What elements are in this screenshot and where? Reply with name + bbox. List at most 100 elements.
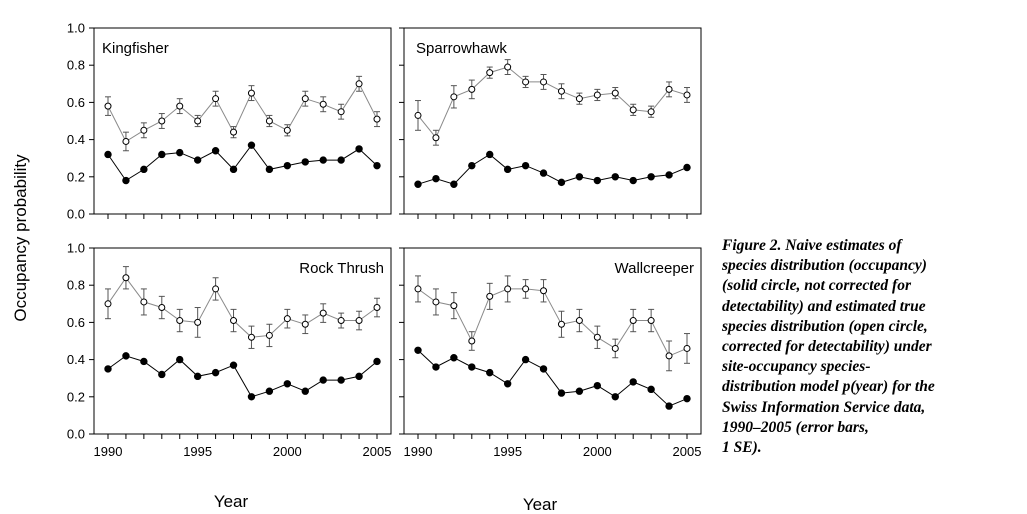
open-circle-point xyxy=(450,302,458,310)
open-circle-point xyxy=(140,298,148,306)
panel-title: Rock Thrush xyxy=(299,260,384,277)
open-circle-point xyxy=(647,317,655,325)
solid-circle-point xyxy=(283,380,292,388)
panel-title: Wallcreeper xyxy=(615,260,694,277)
open-circle-point xyxy=(104,102,112,110)
solid-circle-point xyxy=(593,176,602,185)
open-circle-point xyxy=(158,117,166,125)
chart-panel-wallcreeper: 1990 1995 2000 2005 Wallcreeper xyxy=(399,247,702,459)
series-line xyxy=(107,355,378,398)
y-axis-label: Occupancy probability xyxy=(11,154,30,322)
panel-title: Kingfisher xyxy=(102,40,169,57)
y-tick-label: 0.4 xyxy=(67,352,85,367)
series-line xyxy=(107,82,378,143)
caption-line: Figure 2. Naive estimates of xyxy=(722,237,902,254)
x-tick-label: 2000 xyxy=(583,444,612,459)
open-circle-point xyxy=(194,117,202,125)
solid-circle-point xyxy=(521,161,530,170)
solid-circle-point xyxy=(647,385,655,394)
solid-circle-point xyxy=(158,150,166,159)
solid-circle-point xyxy=(432,363,440,371)
open-circle-point xyxy=(629,106,637,114)
x-tick-label: 2005 xyxy=(363,444,392,459)
open-circle-point xyxy=(265,331,273,339)
open-circle-point xyxy=(414,111,422,119)
open-circle-point xyxy=(540,78,548,86)
series-line xyxy=(107,144,378,182)
solid-circle-point xyxy=(647,173,655,181)
solid-circle-point xyxy=(247,393,256,401)
solid-circle-point xyxy=(373,357,381,366)
figure-caption: Figure 2. Naive estimates of species dis… xyxy=(722,236,1022,458)
caption-line: detectability) and estimated true xyxy=(722,297,926,315)
solid-circle-point xyxy=(301,387,309,395)
solid-circle-point xyxy=(122,176,130,185)
open-circle-point xyxy=(212,285,220,293)
solid-circle-point xyxy=(337,376,345,384)
solid-circle-point xyxy=(319,156,327,164)
chart-panel-sparrowhawk: Sparrowhawk xyxy=(399,27,702,219)
open-circle-point xyxy=(104,300,112,308)
solid-circle-point xyxy=(193,156,202,164)
y-tick-label: 0.2 xyxy=(67,389,85,404)
solid-circle-point xyxy=(301,158,309,166)
open-circle-point xyxy=(122,274,130,282)
open-circle-point xyxy=(355,317,363,325)
solid-circle-point xyxy=(557,178,566,187)
plot-frame xyxy=(403,27,702,215)
open-circle-point xyxy=(540,287,548,295)
plot-frame xyxy=(93,247,392,435)
open-circle-point xyxy=(319,100,327,108)
solid-circle-point xyxy=(247,141,256,149)
solid-circle-point xyxy=(414,180,422,188)
open-circle-point xyxy=(504,285,512,293)
open-circle-point xyxy=(122,137,130,145)
solid-circle-point xyxy=(450,180,458,188)
caption-line: species distribution (open circle, xyxy=(722,317,928,335)
solid-circle-point xyxy=(629,176,637,185)
y-tick-label: 0.4 xyxy=(67,132,85,147)
open-circle-point xyxy=(450,93,458,101)
open-circle-point xyxy=(176,317,184,325)
solid-circle-point xyxy=(539,169,548,177)
solid-circle-point xyxy=(229,361,238,369)
solid-circle-point xyxy=(503,380,512,388)
x-tick-label: 1990 xyxy=(404,444,433,459)
open-circle-point xyxy=(611,344,619,352)
x-tick-label: 2005 xyxy=(673,444,702,459)
open-circle-point xyxy=(265,117,273,125)
series-line xyxy=(417,349,688,407)
open-circle-point xyxy=(373,304,381,312)
series-line xyxy=(417,288,688,357)
y-tick-label: 0.8 xyxy=(67,278,85,293)
open-circle-point xyxy=(504,63,512,71)
y-tick-label: 0.0 xyxy=(67,427,85,442)
y-tick-label: 1.0 xyxy=(67,241,85,256)
x-axis-label-right: Year xyxy=(523,495,558,514)
solid-circle-point xyxy=(486,368,494,377)
x-tick-label: 2000 xyxy=(273,444,302,459)
chart-panels: 0.0 0.2 0.4 0.6 0.8 1.0 Kingfisher Sparrowhawk 0… xyxy=(67,21,702,459)
solid-circle-point xyxy=(355,372,363,381)
solid-circle-point xyxy=(337,156,345,164)
chart-panel-kingfisher: 0.0 0.2 0.4 0.6 0.8 1.0 Kingfisher xyxy=(67,21,392,222)
x-tick-label: 1990 xyxy=(94,444,123,459)
solid-circle-point xyxy=(629,378,637,386)
solid-circle-point xyxy=(158,370,166,379)
solid-circle-point xyxy=(211,147,220,155)
open-circle-point xyxy=(194,318,202,326)
open-circle-point xyxy=(355,80,363,88)
open-circle-point xyxy=(522,285,530,293)
open-circle-point xyxy=(140,126,148,134)
x-tick-label: 1995 xyxy=(493,444,522,459)
open-circle-point xyxy=(283,315,291,323)
open-circle-point xyxy=(414,285,422,293)
solid-circle-point xyxy=(593,381,602,390)
plot-frame xyxy=(93,27,392,215)
solid-circle-point xyxy=(683,394,691,403)
solid-circle-point xyxy=(319,376,327,384)
series-line xyxy=(417,66,688,139)
y-tick-label: 0.2 xyxy=(67,169,85,184)
solid-circle-point xyxy=(211,368,220,377)
